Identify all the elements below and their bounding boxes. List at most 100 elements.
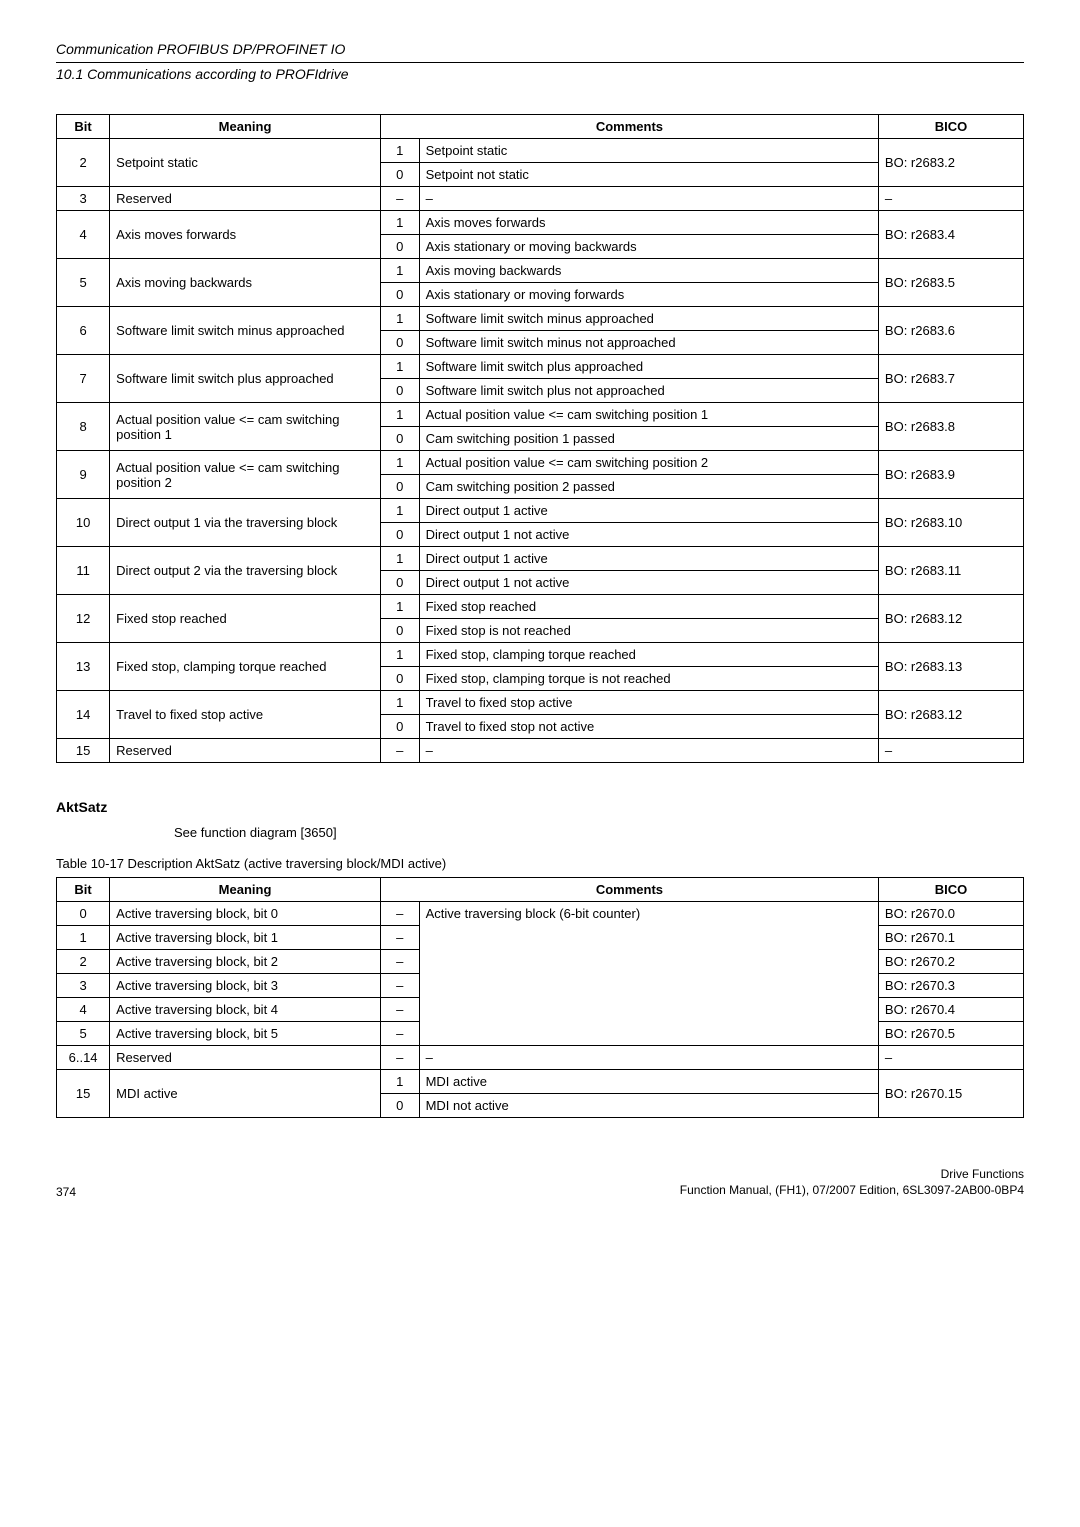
cell-flag: 1 [380, 1070, 419, 1094]
cell-flag: 0 [380, 667, 419, 691]
cell-bit: 6 [57, 307, 110, 355]
cell-comment: Direct output 1 active [419, 499, 878, 523]
section-heading: AktSatz [56, 799, 1024, 815]
cell-comment: Travel to fixed stop active [419, 691, 878, 715]
cell-meaning: Fixed stop, clamping torque reached [110, 643, 381, 691]
table-row: 5Axis moving backwards1Axis moving backw… [57, 259, 1024, 283]
header-line2: 10.1 Communications according to PROFIdr… [56, 65, 1024, 85]
cell-flag: 1 [380, 307, 419, 331]
cell-bico: – [878, 187, 1023, 211]
cell-meaning: Axis moves forwards [110, 211, 381, 259]
cell-comment: Actual position value <= cam switching p… [419, 403, 878, 427]
cell-comment: Software limit switch plus not approache… [419, 379, 878, 403]
cell-bit: 5 [57, 259, 110, 307]
cell-bit: 15 [57, 1070, 110, 1118]
cell-flag: 1 [380, 451, 419, 475]
cell-bico: BO: r2683.4 [878, 211, 1023, 259]
cell-meaning: Axis moving backwards [110, 259, 381, 307]
cell-meaning: Fixed stop reached [110, 595, 381, 643]
cell-flag: 1 [380, 691, 419, 715]
cell-meaning: Software limit switch minus approached [110, 307, 381, 355]
cell-bit: 1 [57, 926, 110, 950]
table-caption: Table 10-17 Description AktSatz (active … [56, 856, 1024, 871]
cell-flag: 1 [380, 403, 419, 427]
table-row: 10Direct output 1 via the traversing blo… [57, 499, 1024, 523]
table-row: 9Actual position value <= cam switching … [57, 451, 1024, 475]
cell-bico: BO: r2670.2 [878, 950, 1023, 974]
cell-bit: 7 [57, 355, 110, 403]
table-header-row: Bit Meaning Comments BICO [57, 878, 1024, 902]
th-bico: BICO [878, 115, 1023, 139]
cell-meaning: Active traversing block, bit 1 [110, 926, 381, 950]
cell-meaning: Active traversing block, bit 0 [110, 902, 381, 926]
cell-bit: 4 [57, 211, 110, 259]
cell-comment: Cam switching position 1 passed [419, 427, 878, 451]
cell-comment: Software limit switch minus not approach… [419, 331, 878, 355]
cell-bico: BO: r2670.1 [878, 926, 1023, 950]
cell-comment: Axis stationary or moving forwards [419, 283, 878, 307]
cell-meaning: Active traversing block, bit 4 [110, 998, 381, 1022]
cell-meaning: Reserved [110, 1046, 381, 1070]
cell-comment: Software limit switch plus approached [419, 355, 878, 379]
cell-flag: 0 [380, 235, 419, 259]
cell-flag: 0 [380, 163, 419, 187]
cell-flag: 0 [380, 427, 419, 451]
cell-bico: BO: r2683.2 [878, 139, 1023, 187]
cell-meaning: Reserved [110, 739, 381, 763]
table-row: 6..14Reserved––– [57, 1046, 1024, 1070]
cell-bico: BO: r2683.8 [878, 403, 1023, 451]
table-row: 6Software limit switch minus approached1… [57, 307, 1024, 331]
cell-flag: 1 [380, 355, 419, 379]
cell-bit: 3 [57, 187, 110, 211]
cell-bico: BO: r2683.5 [878, 259, 1023, 307]
table-row: 8Actual position value <= cam switching … [57, 403, 1024, 427]
cell-bit: 8 [57, 403, 110, 451]
cell-bit: 15 [57, 739, 110, 763]
th-bico: BICO [878, 878, 1023, 902]
cell-bit: 4 [57, 998, 110, 1022]
th-bit: Bit [57, 878, 110, 902]
cell-meaning: Software limit switch plus approached [110, 355, 381, 403]
cell-comment: Direct output 1 not active [419, 571, 878, 595]
table-row: 2Setpoint static1Setpoint staticBO: r268… [57, 139, 1024, 163]
table-positioning-status: Bit Meaning Comments BICO 2Setpoint stat… [56, 114, 1024, 763]
footer-line2: Function Manual, (FH1), 07/2007 Edition,… [680, 1182, 1024, 1198]
cell-bico: BO: r2683.11 [878, 547, 1023, 595]
table-row: 13Fixed stop, clamping torque reached1Fi… [57, 643, 1024, 667]
cell-flag: 1 [380, 259, 419, 283]
cell-flag: – [380, 998, 419, 1022]
cell-flag: – [380, 950, 419, 974]
cell-flag: – [380, 926, 419, 950]
cell-bico: BO: r2670.15 [878, 1070, 1023, 1118]
cell-flag: 0 [380, 475, 419, 499]
th-comments: Comments [380, 878, 878, 902]
cell-meaning: Actual position value <= cam switching p… [110, 403, 381, 451]
cell-meaning: Travel to fixed stop active [110, 691, 381, 739]
cell-flag: 1 [380, 211, 419, 235]
cell-bico: BO: r2670.4 [878, 998, 1023, 1022]
cell-bico: BO: r2683.7 [878, 355, 1023, 403]
table-header-row: Bit Meaning Comments BICO [57, 115, 1024, 139]
cell-bit: 6..14 [57, 1046, 110, 1070]
footer-line1: Drive Functions [680, 1166, 1024, 1182]
cell-bit: 11 [57, 547, 110, 595]
th-comments: Comments [380, 115, 878, 139]
cell-flag: 0 [380, 571, 419, 595]
th-meaning: Meaning [110, 878, 381, 902]
cell-meaning: MDI active [110, 1070, 381, 1118]
cell-comment: Axis moving backwards [419, 259, 878, 283]
cell-flag: – [380, 902, 419, 926]
page-number: 374 [56, 1185, 76, 1199]
table-row: 15Reserved––– [57, 739, 1024, 763]
cell-comment: Actual position value <= cam switching p… [419, 451, 878, 475]
table-row: 12Fixed stop reached1Fixed stop reachedB… [57, 595, 1024, 619]
cell-comment: – [419, 739, 878, 763]
page-footer: 374 Drive Functions Function Manual, (FH… [56, 1166, 1024, 1198]
cell-meaning: Direct output 1 via the traversing block [110, 499, 381, 547]
cell-bico: BO: r2670.0 [878, 902, 1023, 926]
cell-comment: Fixed stop, clamping torque reached [419, 643, 878, 667]
cell-bico: BO: r2670.5 [878, 1022, 1023, 1046]
cell-comment: Direct output 1 not active [419, 523, 878, 547]
cell-bit: 5 [57, 1022, 110, 1046]
table-aktsatz: Bit Meaning Comments BICO 0Active traver… [56, 877, 1024, 1118]
